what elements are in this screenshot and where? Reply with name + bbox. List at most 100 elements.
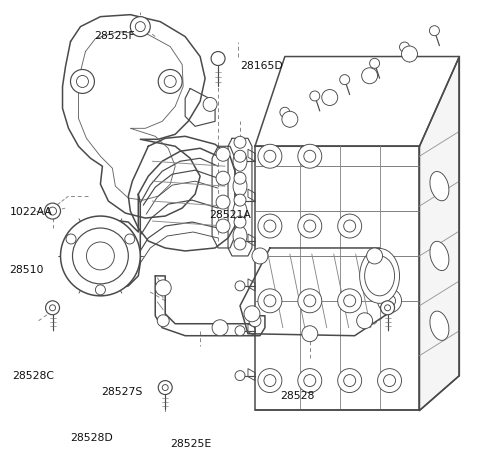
- Polygon shape: [62, 15, 205, 218]
- Circle shape: [60, 216, 140, 296]
- Circle shape: [338, 368, 361, 393]
- Circle shape: [298, 214, 322, 238]
- Circle shape: [367, 248, 383, 264]
- Ellipse shape: [233, 226, 247, 246]
- Circle shape: [46, 301, 60, 315]
- Circle shape: [76, 76, 88, 88]
- Circle shape: [234, 216, 246, 228]
- Text: 28525F: 28525F: [94, 31, 135, 41]
- Circle shape: [252, 248, 268, 264]
- Polygon shape: [255, 57, 459, 146]
- Circle shape: [357, 313, 372, 329]
- Polygon shape: [248, 149, 255, 161]
- Circle shape: [235, 281, 245, 291]
- Circle shape: [338, 214, 361, 238]
- Circle shape: [264, 375, 276, 387]
- Circle shape: [96, 285, 106, 295]
- Polygon shape: [255, 146, 420, 410]
- Circle shape: [264, 150, 276, 162]
- Circle shape: [378, 368, 402, 393]
- Circle shape: [234, 150, 246, 162]
- Circle shape: [304, 295, 316, 307]
- Circle shape: [212, 320, 228, 336]
- Circle shape: [211, 51, 225, 66]
- Circle shape: [322, 89, 338, 106]
- Circle shape: [157, 315, 169, 327]
- Circle shape: [66, 234, 76, 244]
- Circle shape: [378, 289, 402, 313]
- Circle shape: [244, 306, 260, 322]
- Circle shape: [361, 68, 378, 84]
- Circle shape: [258, 289, 282, 313]
- Polygon shape: [212, 146, 235, 248]
- Ellipse shape: [233, 151, 247, 171]
- Circle shape: [158, 69, 182, 93]
- Circle shape: [235, 156, 245, 166]
- Circle shape: [302, 326, 318, 342]
- Circle shape: [298, 144, 322, 168]
- Circle shape: [249, 315, 261, 327]
- Text: 28165D: 28165D: [240, 61, 283, 71]
- Circle shape: [402, 46, 418, 62]
- Circle shape: [86, 242, 114, 270]
- Ellipse shape: [365, 256, 395, 296]
- Polygon shape: [248, 189, 255, 201]
- Circle shape: [298, 289, 322, 313]
- Circle shape: [344, 220, 356, 232]
- Circle shape: [162, 385, 168, 390]
- Polygon shape: [240, 248, 399, 336]
- Circle shape: [135, 21, 145, 31]
- Polygon shape: [248, 324, 255, 336]
- Circle shape: [264, 295, 276, 307]
- Circle shape: [234, 194, 246, 206]
- Polygon shape: [75, 194, 140, 290]
- Circle shape: [344, 375, 356, 387]
- Ellipse shape: [233, 176, 247, 196]
- Polygon shape: [128, 136, 235, 251]
- Circle shape: [234, 136, 246, 148]
- Ellipse shape: [430, 311, 449, 340]
- Circle shape: [384, 375, 396, 387]
- Circle shape: [304, 220, 316, 232]
- Polygon shape: [155, 276, 265, 336]
- Polygon shape: [248, 279, 255, 291]
- Circle shape: [344, 295, 356, 307]
- Circle shape: [71, 69, 95, 93]
- Circle shape: [338, 289, 361, 313]
- Circle shape: [381, 301, 395, 315]
- Circle shape: [258, 214, 282, 238]
- Circle shape: [235, 371, 245, 381]
- Circle shape: [158, 381, 172, 395]
- Circle shape: [304, 375, 316, 387]
- Text: 28525E: 28525E: [170, 439, 212, 449]
- Circle shape: [48, 207, 57, 215]
- Text: 28521A: 28521A: [209, 210, 251, 220]
- Circle shape: [234, 238, 246, 250]
- Polygon shape: [248, 368, 255, 381]
- Circle shape: [282, 111, 298, 127]
- Circle shape: [304, 150, 316, 162]
- Ellipse shape: [430, 171, 449, 201]
- Circle shape: [125, 234, 135, 244]
- Text: 28528: 28528: [281, 391, 315, 401]
- Circle shape: [280, 107, 290, 117]
- Circle shape: [235, 196, 245, 206]
- Ellipse shape: [430, 241, 449, 270]
- Circle shape: [164, 76, 176, 88]
- Circle shape: [216, 219, 230, 233]
- Text: 28528C: 28528C: [12, 371, 55, 381]
- Circle shape: [258, 144, 282, 168]
- Circle shape: [258, 368, 282, 393]
- Circle shape: [310, 91, 320, 101]
- Circle shape: [216, 195, 230, 209]
- Circle shape: [45, 203, 60, 219]
- Polygon shape: [228, 139, 252, 256]
- Circle shape: [235, 326, 245, 336]
- Circle shape: [131, 17, 150, 37]
- Text: 28527S: 28527S: [101, 387, 143, 397]
- Circle shape: [384, 295, 396, 307]
- Polygon shape: [248, 234, 255, 246]
- Ellipse shape: [360, 248, 399, 303]
- Circle shape: [235, 236, 245, 246]
- Circle shape: [298, 368, 322, 393]
